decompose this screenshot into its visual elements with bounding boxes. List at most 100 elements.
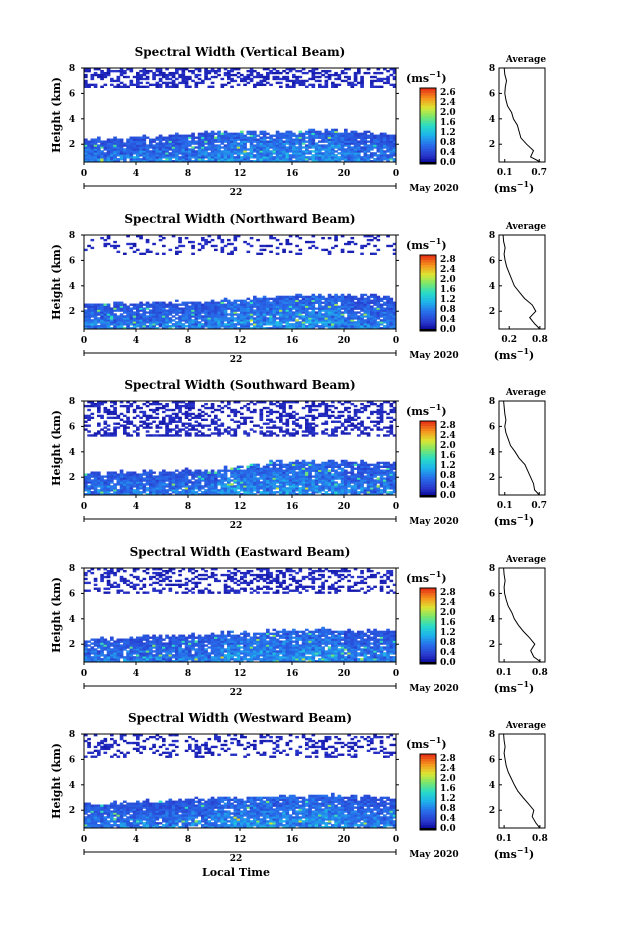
heatmap-cell bbox=[194, 323, 199, 326]
heatmap-cell bbox=[324, 410, 329, 414]
heatmap-cell bbox=[279, 319, 283, 322]
heatmap-cell bbox=[214, 305, 218, 308]
heatmap-cell bbox=[373, 134, 377, 137]
heatmap-cell bbox=[240, 325, 244, 328]
heatmap-cell bbox=[327, 317, 332, 320]
heatmap-cell bbox=[282, 404, 286, 408]
date-label: May 2020 bbox=[409, 351, 458, 361]
heatmap-cell bbox=[334, 307, 338, 310]
heatmap-cell bbox=[314, 465, 319, 468]
heatmap-cell bbox=[188, 401, 192, 404]
heatmap-cell bbox=[311, 479, 316, 482]
colorbar-swatch bbox=[420, 98, 436, 102]
average-y-tick-label: 6 bbox=[489, 89, 495, 99]
heatmap-cell bbox=[197, 242, 202, 246]
heatmap-cell bbox=[168, 325, 173, 328]
heatmap-cell bbox=[197, 81, 202, 85]
heatmap-cell bbox=[363, 321, 368, 324]
heatmap-cell bbox=[106, 471, 111, 474]
heatmap-cell bbox=[344, 307, 348, 310]
heatmap-cell bbox=[149, 315, 153, 318]
heatmap-cell bbox=[194, 321, 199, 324]
heatmap-cell bbox=[210, 138, 215, 141]
heatmap-cell bbox=[155, 156, 160, 159]
heatmap-cell bbox=[123, 426, 127, 429]
heatmap-cell bbox=[353, 79, 358, 83]
heatmap-cell bbox=[155, 313, 160, 316]
heatmap-cell bbox=[223, 305, 228, 308]
heatmap-cell bbox=[301, 493, 306, 496]
heatmap-cell bbox=[207, 477, 212, 480]
heatmap-cell bbox=[334, 305, 338, 308]
heatmap-cell bbox=[136, 434, 140, 437]
heatmap-cell bbox=[318, 136, 322, 139]
heatmap-cell bbox=[295, 481, 299, 484]
heatmap-cell bbox=[207, 414, 212, 418]
heatmap-cell bbox=[116, 158, 121, 161]
heatmap-cell bbox=[327, 134, 332, 137]
heatmap-cell bbox=[162, 311, 166, 314]
heatmap-cell bbox=[292, 140, 296, 143]
heatmap-cell bbox=[139, 150, 143, 153]
heatmap-cell bbox=[165, 475, 169, 478]
heatmap-cell bbox=[275, 434, 280, 437]
heatmap-cell bbox=[288, 323, 293, 326]
heatmap-cell bbox=[233, 420, 238, 423]
heatmap-cell bbox=[191, 160, 195, 163]
heatmap-cell bbox=[311, 144, 316, 147]
heatmap-cell bbox=[298, 491, 303, 494]
heatmap-cell bbox=[256, 483, 260, 486]
heatmap-cell bbox=[93, 146, 98, 149]
heatmap-cell bbox=[165, 319, 169, 322]
heatmap-cell bbox=[188, 148, 192, 151]
heatmap-cell bbox=[110, 146, 114, 149]
heatmap-cell bbox=[275, 325, 280, 328]
heatmap-cell bbox=[201, 136, 205, 139]
heatmap-cell bbox=[158, 426, 163, 429]
heatmap-cell bbox=[269, 250, 273, 254]
heatmap-cell bbox=[217, 475, 221, 478]
heatmap-cell bbox=[363, 134, 368, 137]
heatmap-cell bbox=[386, 295, 390, 299]
heatmap-cell bbox=[204, 160, 208, 163]
heatmap-cell bbox=[103, 148, 108, 151]
heatmap-cell bbox=[207, 315, 212, 318]
heatmap-cell bbox=[308, 240, 312, 244]
heatmap-cell bbox=[178, 160, 182, 163]
heatmap-cell bbox=[103, 422, 108, 425]
heatmap-cell bbox=[334, 156, 338, 159]
heatmap-cell bbox=[168, 303, 173, 306]
heatmap-cell bbox=[103, 327, 108, 330]
heatmap-cell bbox=[145, 473, 150, 476]
heatmap-cell bbox=[175, 402, 179, 406]
heatmap-cell bbox=[288, 295, 293, 299]
heatmap-cell bbox=[197, 414, 202, 418]
heatmap-cell bbox=[253, 140, 257, 143]
heatmap-cell bbox=[288, 319, 293, 322]
heatmap-cell bbox=[119, 71, 124, 75]
heatmap-cell bbox=[275, 140, 280, 143]
heatmap-cell bbox=[370, 323, 374, 326]
heatmap-cell bbox=[165, 148, 169, 151]
heatmap-cell bbox=[217, 68, 221, 71]
heatmap-cell bbox=[113, 477, 117, 480]
heatmap-cell bbox=[194, 309, 199, 312]
heatmap-cell bbox=[201, 414, 205, 418]
heatmap-cell bbox=[145, 240, 150, 244]
heatmap-cell bbox=[100, 160, 104, 163]
heatmap-cell bbox=[266, 465, 270, 468]
heatmap-cell bbox=[321, 248, 325, 252]
heatmap-cell bbox=[129, 323, 134, 326]
heatmap-cell bbox=[126, 432, 130, 435]
heatmap-cell bbox=[357, 311, 361, 314]
heatmap-cell bbox=[376, 248, 381, 252]
heatmap-cell bbox=[236, 156, 241, 159]
heatmap-cell bbox=[331, 146, 335, 149]
heatmap-cell bbox=[188, 471, 192, 474]
heatmap-cell bbox=[145, 424, 150, 427]
heatmap-cell bbox=[155, 158, 160, 161]
heatmap-cell bbox=[145, 315, 150, 318]
heatmap-cell bbox=[292, 432, 296, 435]
heatmap-cell bbox=[279, 487, 283, 490]
heatmap-cell bbox=[318, 154, 322, 157]
